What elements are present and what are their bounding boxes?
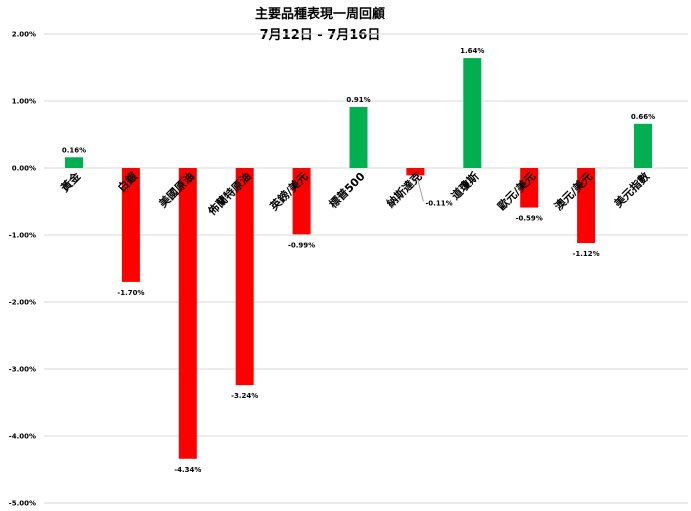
y-tick-label: -1.00% (9, 232, 36, 240)
bar (634, 123, 652, 168)
bar (520, 168, 539, 208)
bar (577, 168, 596, 244)
chart-title: 主要品種表現一周回顧 (255, 6, 385, 22)
y-tick-label: 0.00% (12, 165, 36, 173)
bar (178, 168, 197, 459)
bar (235, 168, 254, 386)
data-label: 0.16% (62, 146, 86, 154)
data-labels: 0.16% -1.70% -4.34% -3.24% -0.99% 0.91% -0.11%… (62, 47, 655, 474)
data-label: 1.64% (460, 47, 484, 55)
data-label: -3.24% (231, 392, 258, 400)
bar (349, 107, 368, 168)
bar (65, 157, 83, 168)
bar (406, 168, 425, 176)
data-label: -0.99% (288, 241, 315, 249)
bar (121, 168, 140, 282)
category-label: 標普500 (326, 169, 368, 211)
y-axis-ticks: 2.00% 1.00% 0.00% -1.00% -2.00% -3.00% -4.00% -… (9, 31, 36, 508)
y-tick-label: -5.00% (9, 500, 36, 508)
data-label: -1.70% (117, 289, 144, 297)
y-tick-label: -3.00% (9, 366, 36, 374)
bar (292, 168, 311, 235)
data-label: 0.66% (631, 113, 655, 121)
gridlines (44, 33, 688, 504)
data-label: -0.59% (516, 215, 543, 223)
data-label: -4.34% (174, 466, 201, 474)
chart-subtitle: 7月12日 - 7月16日 (260, 28, 381, 43)
y-tick-label: 1.00% (12, 98, 36, 106)
data-label: 0.91% (346, 96, 370, 104)
data-label: -1.12% (572, 250, 599, 258)
category-label: 黃金 (57, 169, 84, 196)
data-label: -0.11% (425, 199, 452, 207)
category-labels: 黃金 白銀 美國原油 佈蘭特原油 英鎊/美元 標普500 納斯達克 道瓊斯 歐元/美元 澳元/美元… (57, 169, 652, 219)
leader-line (417, 178, 424, 202)
category-label: 納斯達克 (384, 169, 425, 210)
bar (463, 58, 482, 169)
y-tick-label: 2.00% (12, 31, 36, 39)
y-tick-label: -4.00% (9, 433, 36, 441)
category-label: 道瓊斯 (448, 169, 481, 202)
y-tick-label: -2.00% (9, 299, 36, 307)
bars (65, 58, 652, 459)
category-label: 美元指數 (611, 169, 652, 210)
